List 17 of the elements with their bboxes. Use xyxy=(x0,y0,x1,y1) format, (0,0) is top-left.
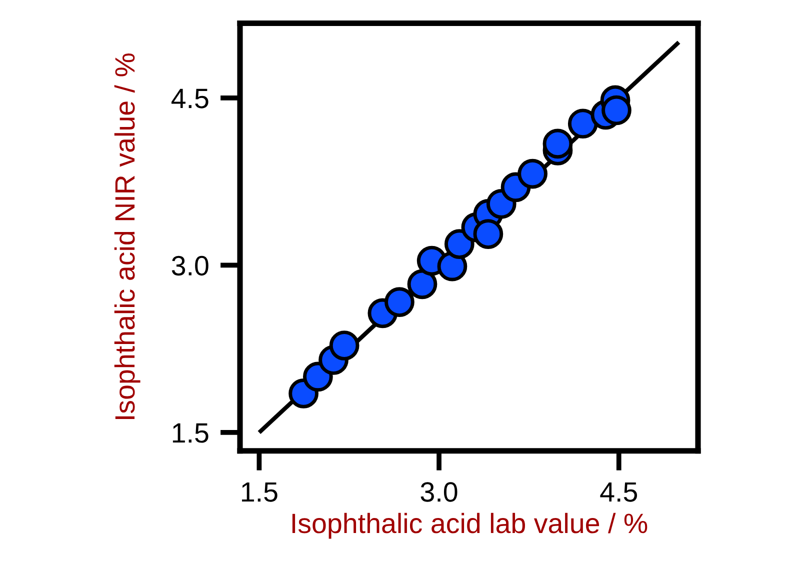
y-axis-title: Isophthalic acid NIR value / % xyxy=(114,54,140,420)
y-tick-label: 4.5 xyxy=(171,88,208,108)
x-tick-label: 1.5 xyxy=(242,482,278,502)
point xyxy=(568,108,598,139)
x-axis-title: Isophthalic acid lab value / % xyxy=(292,512,648,539)
point xyxy=(384,287,414,317)
x-tick-label: 3.0 xyxy=(420,482,458,502)
point xyxy=(518,158,548,189)
point xyxy=(473,219,504,249)
y-tick-label: 3.0 xyxy=(172,256,208,276)
y-tick-label: 1.5 xyxy=(172,423,208,443)
point xyxy=(542,128,573,159)
x-tick-label: 4.5 xyxy=(600,482,638,502)
point xyxy=(444,229,474,259)
point xyxy=(602,95,632,126)
point xyxy=(329,330,360,360)
point xyxy=(407,269,438,300)
